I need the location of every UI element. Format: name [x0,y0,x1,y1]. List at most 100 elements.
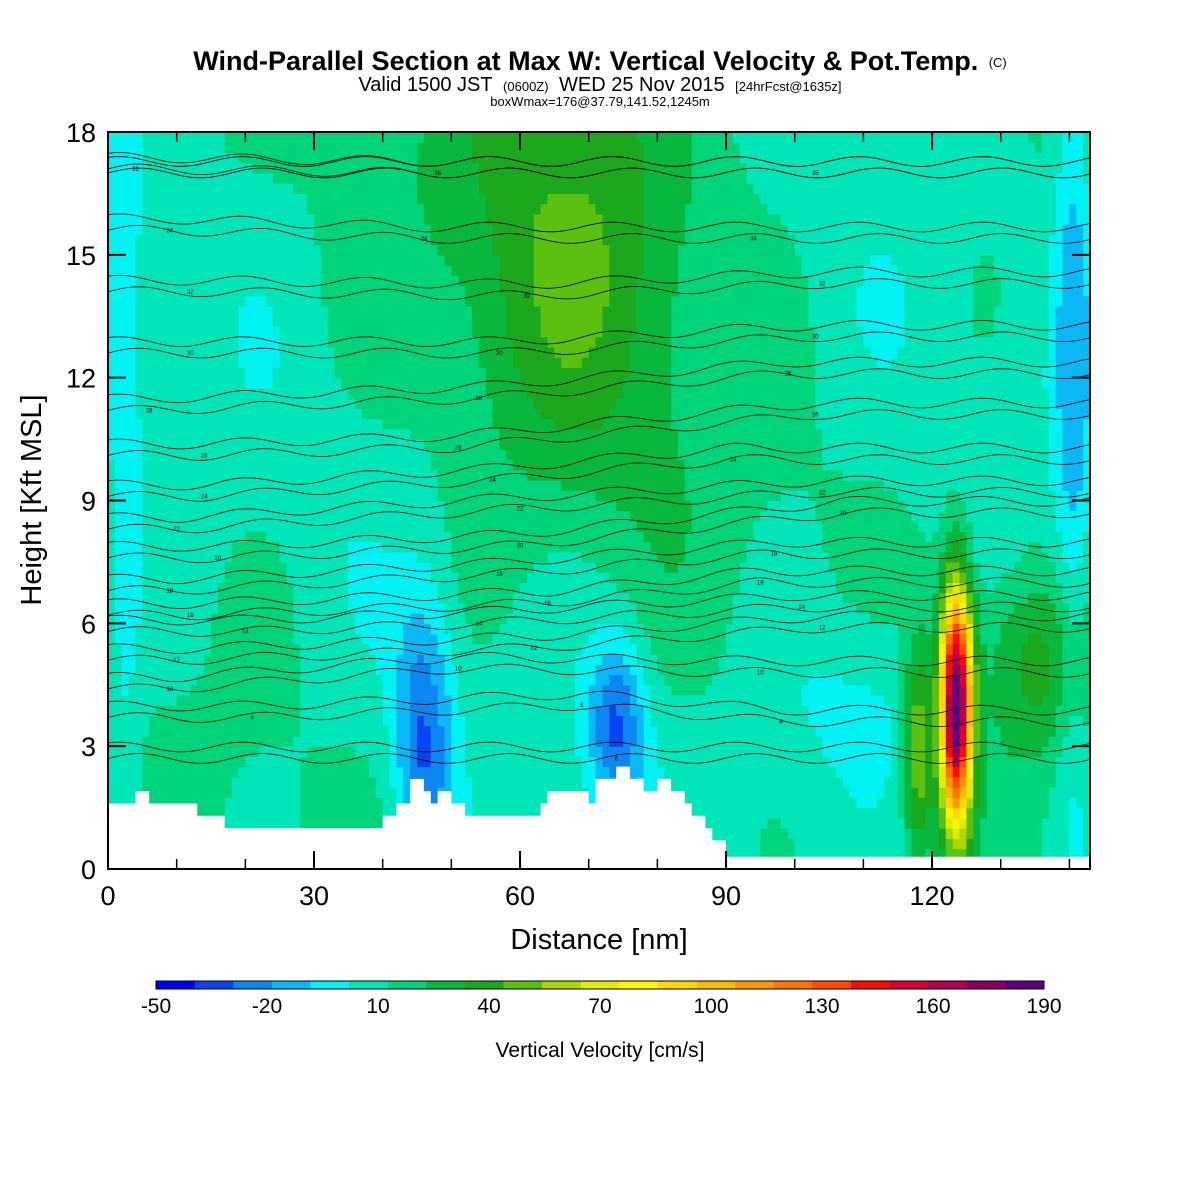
w-cell [162,705,171,717]
w-cell [334,500,343,512]
w-cell [396,408,404,420]
w-cell [382,244,391,256]
w-cell [128,694,137,706]
w-cell [520,142,528,154]
w-cell [224,326,233,338]
w-cell [300,275,308,287]
w-cell [128,275,137,287]
w-cell [492,510,501,522]
w-cell [561,367,569,379]
w-cell [265,817,274,829]
w-cell [149,490,157,502]
w-cell [355,459,363,471]
w-cell [444,633,452,645]
w-cell [362,797,370,809]
w-cell [149,346,157,358]
w-cell [568,244,576,256]
w-cell [197,623,205,635]
w-cell [451,295,459,307]
w-cell [142,613,150,624]
w-cell [554,132,562,143]
w-cell [396,203,404,215]
w-cell [471,234,480,246]
w-cell [368,582,377,594]
w-cell [121,613,130,624]
w-cell [190,633,198,645]
w-cell [320,132,329,143]
w-cell [430,490,439,502]
w-cell [217,766,226,778]
w-cell [547,234,555,246]
w-cell [430,408,439,420]
w-cell [533,132,542,143]
w-cell [478,776,487,788]
w-cell [396,295,404,307]
w-cell [238,746,246,758]
w-cell [561,142,569,154]
w-cell [300,613,308,624]
w-cell [176,142,185,154]
w-cell [217,295,226,307]
w-cell [547,132,555,143]
w-cell [279,132,288,143]
w-cell [382,367,391,379]
w-cell [108,592,116,604]
w-cell [149,776,157,788]
w-cell [162,746,171,758]
w-cell [362,275,370,287]
w-cell [568,306,576,317]
w-cell [540,265,549,276]
w-cell [334,265,343,276]
w-cell [375,408,384,420]
w-cell [362,142,370,154]
w-cell [265,326,274,338]
w-cell [417,705,425,717]
w-cell [574,428,583,440]
w-cell [533,449,542,461]
w-cell [568,346,576,358]
w-cell [382,807,391,819]
w-cell [355,316,363,328]
w-cell [108,643,116,655]
w-cell [293,316,301,328]
w-cell [561,654,569,665]
w-cell [341,295,349,307]
w-cell [217,705,226,717]
w-cell [437,152,446,164]
w-cell [348,613,356,624]
w-cell [190,203,198,215]
w-cell [307,285,315,297]
w-cell [410,654,418,665]
w-cell [368,203,377,215]
w-cell [355,418,363,430]
w-cell [169,142,178,154]
w-cell [526,735,535,747]
w-cell [149,572,157,583]
w-cell [327,295,336,307]
w-cell [403,613,411,624]
w-cell [320,346,329,358]
w-cell [506,326,514,338]
w-cell [231,377,240,389]
w-cell [478,613,487,624]
w-cell [224,787,233,798]
w-cell [204,398,212,409]
w-cell [272,132,281,143]
w-cell [259,592,267,604]
w-cell [135,510,143,522]
w-cell [334,316,343,328]
w-cell [265,582,274,594]
w-cell [224,766,233,778]
w-cell [547,664,555,676]
w-cell [259,520,267,532]
w-cell [286,705,295,717]
w-cell [300,357,308,369]
w-cell [156,439,164,450]
w-cell [176,244,185,256]
w-cell [252,439,260,450]
w-cell [169,510,178,522]
w-cell [471,265,480,276]
w-cell [128,623,137,635]
w-cell [341,807,349,819]
w-cell [259,244,267,256]
